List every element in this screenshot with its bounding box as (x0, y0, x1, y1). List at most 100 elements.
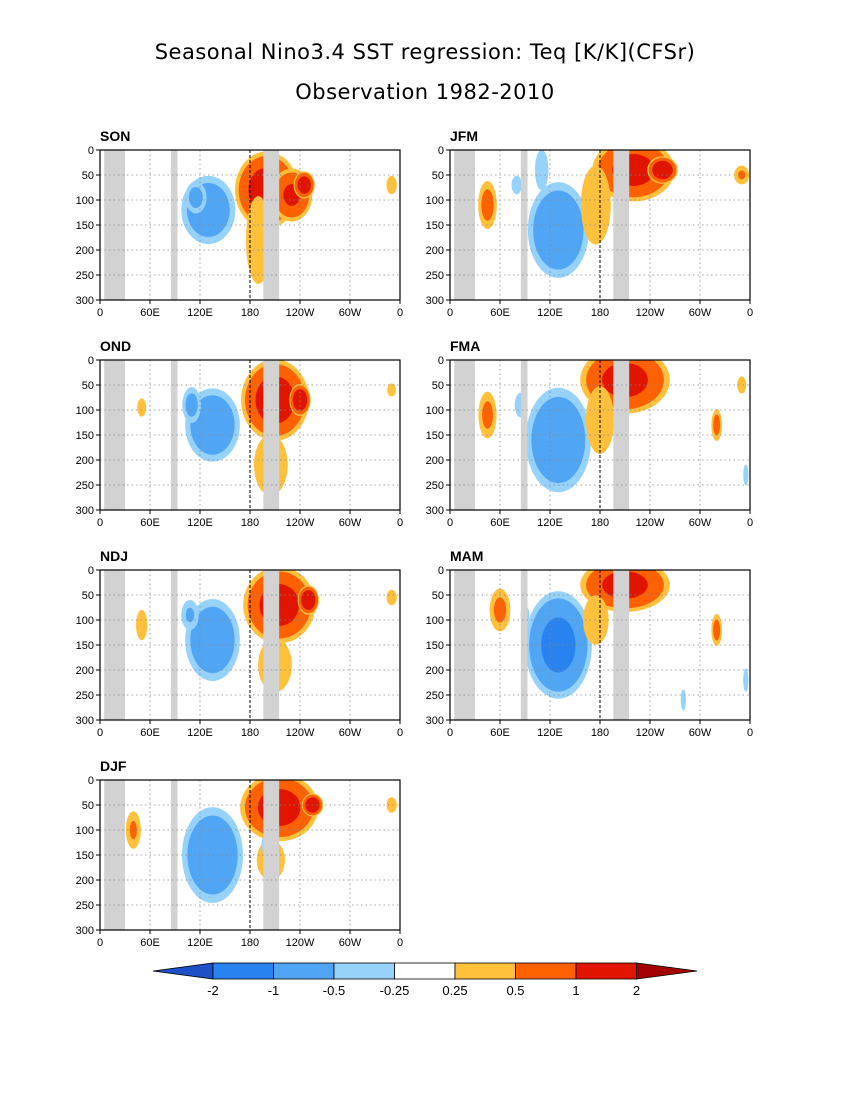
colorbar-label: 1 (572, 983, 579, 998)
panel-label: OND (100, 338, 131, 354)
panel-label: DJF (100, 758, 127, 774)
land-mask (520, 570, 528, 720)
land-mask (170, 570, 178, 720)
y-tick-label: 200 (76, 455, 94, 467)
x-tick-label: 60W (339, 307, 362, 319)
y-tick-label: 0 (88, 355, 94, 367)
x-tick-label: 120E (187, 727, 213, 739)
colorbar-arrow-low (152, 962, 214, 980)
panel-field (100, 570, 400, 720)
x-tick-label: 60E (490, 727, 510, 739)
colorbar-arrow-high (636, 962, 698, 980)
y-tick-label: 200 (426, 665, 444, 677)
contour-fill (387, 383, 397, 397)
y-tick-label: 0 (88, 775, 94, 787)
colorbar-segment (273, 962, 335, 980)
x-tick-label: 0 (747, 307, 753, 319)
panel-djf: 0 60E 120E 180 120W 60W 0 0 50 100 150 200 250 300 DJF (76, 758, 403, 949)
x-tick-label: 0 (747, 727, 753, 739)
x-tick-label: 0 (97, 937, 103, 949)
y-tick-label: 100 (76, 405, 94, 417)
x-tick-label: 0 (97, 517, 103, 529)
y-tick-label: 0 (438, 355, 444, 367)
x-tick-label: 60W (689, 727, 712, 739)
y-tick-label: 200 (76, 875, 94, 887)
y-tick-label: 50 (82, 590, 94, 602)
panel-field (450, 360, 750, 510)
colorbar-label: 0.5 (506, 983, 524, 998)
x-tick-label: 120E (187, 937, 213, 949)
x-tick-label: 0 (397, 307, 403, 319)
contour-fill (493, 597, 507, 623)
x-tick-label: 120E (537, 517, 563, 529)
y-tick-label: 0 (438, 565, 444, 577)
contour-fill (583, 595, 609, 645)
figure-title: Seasonal Nino3.4 SST regression: Teq [K/… (154, 40, 696, 64)
y-tick-label: 100 (76, 825, 94, 837)
contour-fill (185, 393, 198, 417)
y-tick-label: 100 (426, 405, 444, 417)
y-tick-label: 150 (76, 850, 94, 862)
y-tick-label: 150 (426, 430, 444, 442)
x-tick-label: 120W (636, 307, 665, 319)
x-tick-label: 120E (187, 517, 213, 529)
y-tick-label: 200 (426, 245, 444, 257)
contour-fill (713, 414, 721, 436)
panel-field (100, 150, 400, 300)
colorbar-label: -1 (268, 983, 280, 998)
colorbar-label: 0.25 (442, 983, 467, 998)
y-tick-label: 0 (88, 565, 94, 577)
contour-fill (185, 607, 195, 623)
colorbar-segment (333, 962, 395, 980)
x-tick-label: 120W (636, 727, 665, 739)
panel-field (450, 570, 750, 720)
panel-field (100, 780, 400, 930)
colorbar-label: -0.5 (323, 983, 345, 998)
y-tick-label: 100 (76, 615, 94, 627)
colorbar: -2 -1 -0.5 -0.25 0.25 0.5 1 2 (152, 962, 698, 998)
x-tick-label: 0 (447, 727, 453, 739)
y-tick-label: 150 (76, 640, 94, 652)
x-tick-label: 180 (591, 727, 609, 739)
panel-label: MAM (450, 548, 483, 564)
x-tick-label: 60E (140, 307, 160, 319)
y-tick-label: 200 (76, 665, 94, 677)
contour-fill (129, 820, 137, 840)
y-tick-label: 200 (76, 245, 94, 257)
x-tick-label: 60E (140, 727, 160, 739)
contour-fill (511, 175, 522, 195)
panel-ndj: 0 60E 120E 180 120W 60W 0 0 50 100 150 200 250 300 NDJ (76, 548, 403, 739)
y-tick-label: 50 (432, 170, 444, 182)
contour-fill (481, 189, 494, 221)
colorbar-segment (515, 962, 577, 980)
contour-fill (292, 389, 308, 411)
contour-fill (743, 464, 749, 486)
y-tick-label: 150 (426, 220, 444, 232)
land-mask (170, 360, 178, 510)
y-tick-label: 100 (76, 195, 94, 207)
contour-fill (737, 376, 747, 394)
x-tick-label: 0 (97, 727, 103, 739)
x-tick-label: 60E (140, 937, 160, 949)
x-tick-label: 120E (537, 727, 563, 739)
panel-label: FMA (450, 338, 480, 354)
panel-fma: 0 60E 120E 180 120W 60W 0 0 50 100 150 200 250 300 FMA (426, 338, 753, 529)
panel-jfm: 0 60E 120E 180 120W 60W 0 0 50 100 150 200 250 300 JFM (426, 128, 753, 319)
y-tick-label: 300 (426, 505, 444, 517)
contour-fill (386, 589, 397, 606)
contour-fill (137, 398, 147, 417)
y-tick-label: 0 (88, 145, 94, 157)
x-tick-label: 0 (397, 727, 403, 739)
contour-fill (301, 590, 316, 610)
y-tick-label: 150 (76, 220, 94, 232)
x-tick-label: 120E (187, 307, 213, 319)
y-tick-label: 150 (426, 640, 444, 652)
x-tick-label: 120E (537, 307, 563, 319)
contour-fill (386, 175, 397, 195)
x-tick-label: 0 (397, 517, 403, 529)
x-tick-label: 60W (339, 727, 362, 739)
x-tick-label: 60W (689, 517, 712, 529)
x-tick-label: 120W (286, 307, 315, 319)
